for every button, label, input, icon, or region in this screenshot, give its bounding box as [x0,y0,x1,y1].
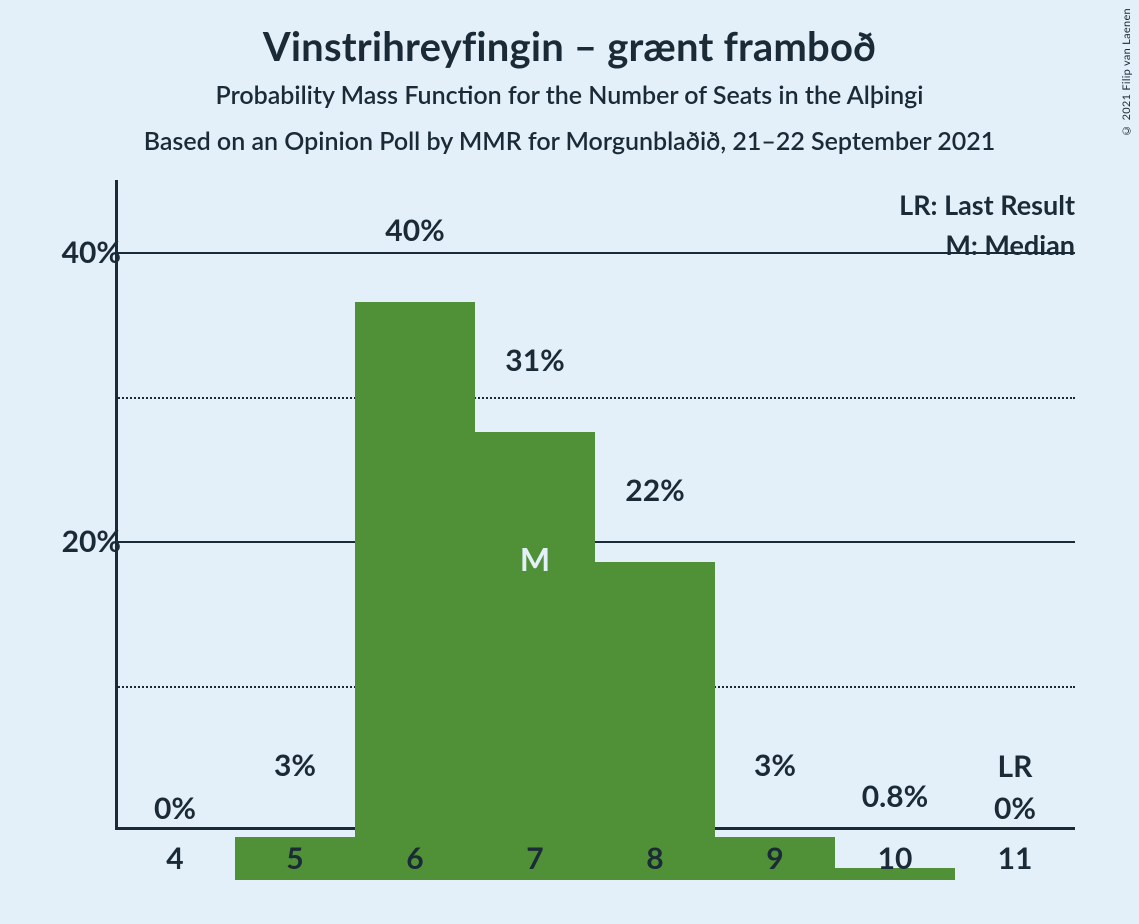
bar-value-label: 0.8% [862,778,929,814]
median-annotation: M [520,539,550,578]
x-axis-label: 6 [406,840,423,876]
bar [595,562,715,880]
bar-value-label: 31% [505,342,564,378]
x-axis-label: 5 [286,840,303,876]
x-axis-label: 10 [878,840,913,876]
x-axis-label: 7 [526,840,543,876]
chart-title: Vinstrihreyfingin – grænt framboð [0,0,1139,70]
chart-subtitle: Probability Mass Function for the Number… [0,80,1139,110]
bar [475,432,595,880]
bar-value-label: 40% [385,212,444,248]
bar [355,302,475,880]
x-axis-label: 4 [166,840,183,876]
bars-container [115,230,1075,880]
x-axis-label: 11 [998,840,1033,876]
legend-lr: LR: Last Result [899,188,1075,221]
y-axis-label: 20% [62,523,121,559]
bar-value-label: 0% [994,790,1036,826]
x-axis-label: 9 [766,840,783,876]
lr-annotation: LR [998,748,1033,784]
copyright-text: © 2021 Filip van Laenen [1120,8,1133,137]
bar-value-label: 22% [625,472,684,508]
chart-subtitle2: Based on an Opinion Poll by MMR for Morg… [0,126,1139,156]
chart-area: 20%40% LR: Last Result M: Median 0%3%40%… [115,180,1095,880]
bar-value-label: 3% [274,747,316,783]
bar-value-label: 3% [754,747,796,783]
y-axis-label: 40% [62,234,121,270]
bar-value-label: 0% [154,790,196,826]
x-axis-label: 8 [646,840,663,876]
